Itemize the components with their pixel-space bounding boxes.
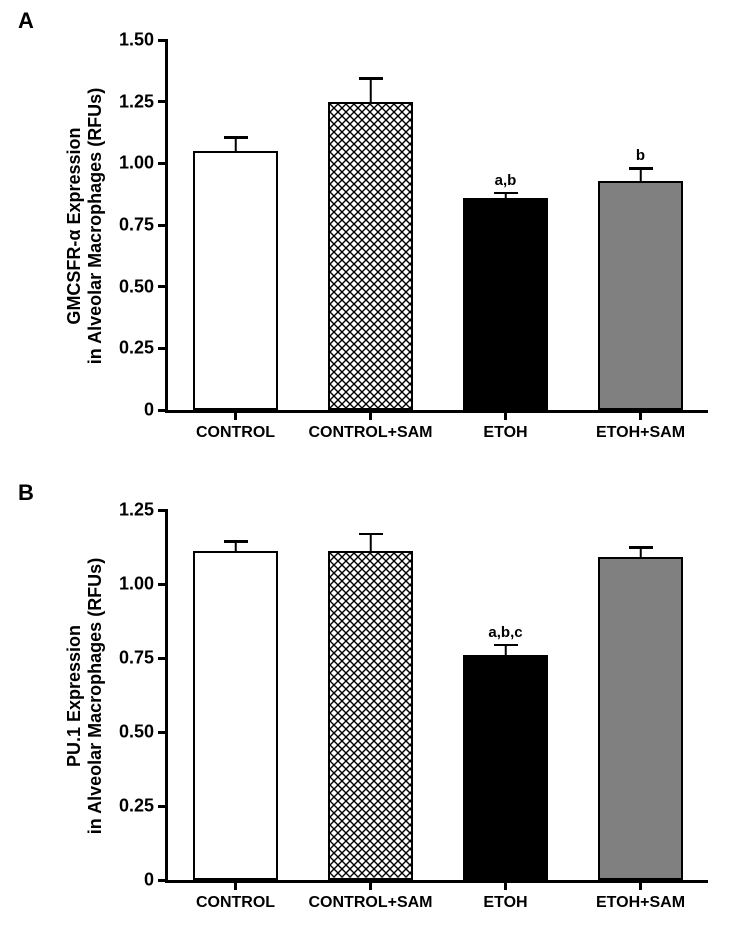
y-tick-label: 0.75	[119, 215, 154, 236]
x-tick-label: ETOH	[483, 424, 527, 442]
y-tick	[158, 409, 168, 412]
y-tick	[158, 285, 168, 288]
error-bar-cap	[359, 533, 383, 536]
panel-A-chart: 00.250.500.751.001.251.50CONTROLCONTROL+…	[165, 40, 705, 410]
y-tick-label: 1.00	[119, 153, 154, 174]
x-tick	[504, 880, 507, 890]
y-tick-label: 0.75	[119, 648, 154, 669]
error-bar-cap	[224, 136, 248, 139]
bar-hatch	[330, 553, 411, 878]
error-bar-cap	[359, 77, 383, 80]
y-tick	[158, 583, 168, 586]
y-tick-label: 0.50	[119, 276, 154, 297]
y-tick	[158, 805, 168, 808]
x-tick	[639, 410, 642, 420]
y-tick-label: 0.50	[119, 722, 154, 743]
y-tick-label: 1.50	[119, 30, 154, 51]
error-bar-cap	[494, 192, 518, 195]
y-tick-label: 0.25	[119, 338, 154, 359]
x-tick	[234, 880, 237, 890]
significance-label: a,b	[495, 172, 517, 189]
bar	[193, 551, 278, 880]
y-tick-label: 1.25	[119, 91, 154, 112]
bar-hatch	[330, 104, 411, 408]
error-bar-line	[504, 645, 507, 655]
error-bar-line	[639, 547, 642, 557]
panel-A-plot-area: 00.250.500.751.001.251.50CONTROLCONTROL+…	[165, 40, 708, 413]
panel-B-ylabel-line1: PU.1 Expression	[64, 625, 84, 767]
y-tick	[158, 509, 168, 512]
y-tick	[158, 731, 168, 734]
error-bar-cap	[629, 167, 653, 170]
panel-A-label: A	[18, 8, 34, 34]
panel-B-chart: 00.250.500.751.001.25CONTROLCONTROL+SAME…	[165, 510, 705, 880]
bar	[598, 181, 683, 410]
y-tick	[158, 879, 168, 882]
error-bar-line	[369, 534, 372, 552]
significance-label: b	[636, 147, 645, 164]
error-bar-line	[234, 137, 237, 151]
x-tick	[234, 410, 237, 420]
y-tick-label: 0	[144, 400, 154, 421]
bar	[193, 151, 278, 410]
error-bar-line	[639, 168, 642, 180]
figure-page: A GMCSFR-α Expression in Alveolar Macrop…	[0, 0, 751, 935]
x-tick-label: CONTROL	[196, 894, 275, 912]
y-tick-label: 0.25	[119, 796, 154, 817]
x-tick-label: CONTROL	[196, 424, 275, 442]
bar	[463, 198, 548, 410]
y-tick	[158, 39, 168, 42]
x-tick	[504, 410, 507, 420]
significance-label: a,b,c	[488, 624, 522, 641]
y-tick	[158, 347, 168, 350]
y-tick	[158, 162, 168, 165]
panel-B-label: B	[18, 480, 34, 506]
x-tick-label: CONTROL+SAM	[309, 424, 433, 442]
error-bar-line	[234, 541, 237, 551]
y-tick	[158, 100, 168, 103]
panel-B-y-axis-title: PU.1 Expression in Alveolar Macrophages …	[64, 546, 106, 846]
x-tick-label: CONTROL+SAM	[309, 894, 433, 912]
panel-A-ylabel-line2: in Alveolar Macrophages (RFUs)	[85, 76, 106, 376]
error-bar-cap	[629, 546, 653, 549]
y-tick-label: 1.00	[119, 574, 154, 595]
bar	[463, 655, 548, 880]
x-tick	[369, 410, 372, 420]
x-tick-label: ETOH	[483, 894, 527, 912]
x-tick	[639, 880, 642, 890]
error-bar-cap	[494, 644, 518, 647]
y-tick-label: 0	[144, 870, 154, 891]
bar	[328, 551, 413, 880]
error-bar-cap	[224, 540, 248, 543]
bar	[598, 557, 683, 880]
x-tick-label: ETOH+SAM	[596, 424, 685, 442]
y-tick	[158, 657, 168, 660]
panel-A-y-axis-title: GMCSFR-α Expression in Alveolar Macropha…	[64, 76, 106, 376]
panel-B-ylabel-line2: in Alveolar Macrophages (RFUs)	[85, 546, 106, 846]
error-bar-line	[369, 78, 372, 101]
x-tick	[369, 880, 372, 890]
y-tick-label: 1.25	[119, 500, 154, 521]
panel-B-plot-area: 00.250.500.751.001.25CONTROLCONTROL+SAME…	[165, 510, 708, 883]
x-tick-label: ETOH+SAM	[596, 894, 685, 912]
panel-A-ylabel-line1: GMCSFR-α Expression	[64, 127, 84, 324]
bar	[328, 102, 413, 410]
y-tick	[158, 224, 168, 227]
